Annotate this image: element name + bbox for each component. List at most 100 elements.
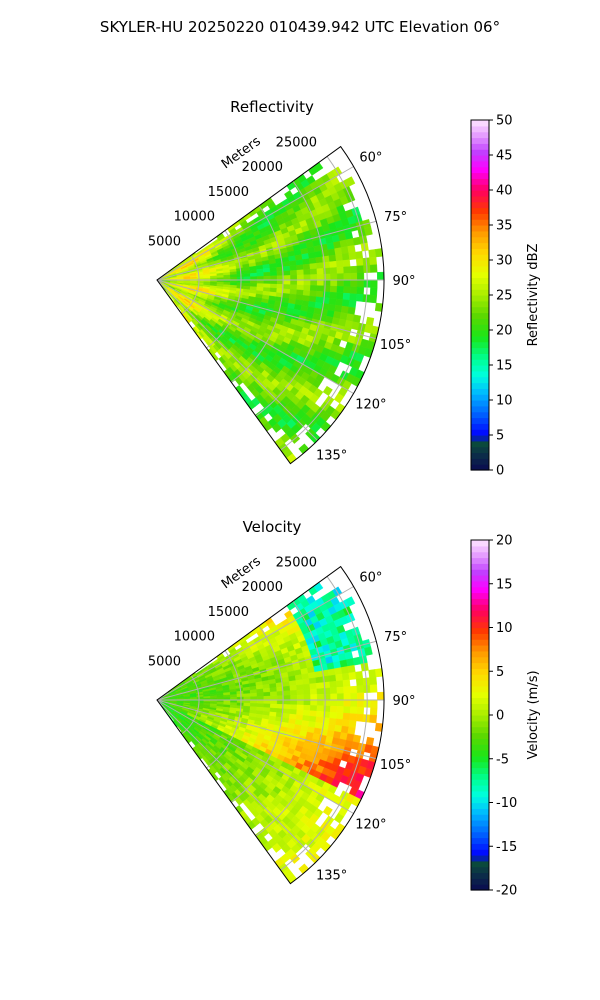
- colorbar-segment: [471, 814, 489, 821]
- range-ring: [255, 180, 326, 417]
- colorbar-segment: [471, 458, 489, 465]
- colorbar-tick-label: 0: [496, 709, 504, 724]
- radar-gate: [289, 284, 298, 290]
- radar-gate: [310, 694, 318, 701]
- colorbar-segment: [471, 872, 489, 879]
- colorbar-segment: [471, 650, 489, 658]
- colorbar-segment: [471, 131, 489, 139]
- radar-gate: [368, 669, 377, 678]
- radar-gate: [303, 269, 311, 276]
- radar-gate: [369, 256, 378, 266]
- radar-gate: [369, 684, 378, 693]
- radar-gate: [342, 679, 351, 688]
- radar-gate: [347, 306, 356, 316]
- radar-gate: [329, 687, 338, 695]
- colorbar-segment: [471, 195, 489, 203]
- radar-gate: [296, 709, 304, 716]
- radar-gate: [256, 276, 265, 281]
- radar-gate: [282, 261, 291, 267]
- range-ring: [280, 156, 368, 451]
- radar-gate: [282, 685, 291, 692]
- azimuth-tick-label: 90°: [392, 274, 415, 289]
- radar-gate: [256, 692, 264, 697]
- colorbar-segment: [471, 627, 489, 634]
- colorbar-segment: [471, 586, 489, 594]
- radar-gate: [349, 706, 358, 715]
- colorbar-segment: [471, 849, 489, 856]
- colorbar-segment: [471, 575, 489, 582]
- radar-gate: [356, 286, 365, 295]
- azimuth-gridline: [156, 640, 377, 701]
- range-tick-label: 5000: [148, 234, 181, 249]
- colorbar-segment: [471, 878, 489, 885]
- radar-gate: [263, 695, 271, 701]
- radar-gate: [315, 676, 324, 684]
- azimuth-tick-label: 75°: [384, 630, 407, 645]
- radar-gate: [330, 273, 338, 281]
- velocity-colorbar: -20 -15 -10 -5 0 5 10 15 20 Velocity (m/s): [470, 534, 541, 899]
- radar-gate: [256, 696, 265, 701]
- radar-gate: [303, 689, 311, 696]
- radar-gate: [350, 279, 358, 288]
- radar-gate: [309, 263, 318, 270]
- radar-gate: [335, 253, 344, 262]
- radar-gate: [341, 252, 350, 261]
- velocity-grid: [156, 565, 385, 885]
- radar-gate: [370, 279, 378, 288]
- radar-gate: [343, 699, 351, 707]
- radar-gate: [334, 247, 343, 256]
- radar-gate: [328, 717, 337, 726]
- colorbar-segment: [471, 662, 489, 669]
- colorbar-segment: [471, 213, 489, 220]
- radar-gate: [364, 646, 373, 656]
- radar-gate: [310, 279, 318, 286]
- azimuth-tick-label: 90°: [392, 694, 415, 709]
- radar-gate: [243, 693, 251, 698]
- radar-gate: [283, 695, 291, 701]
- radar-gate: [296, 684, 304, 691]
- colorbar-segment: [471, 160, 489, 168]
- colorbar-tick-label: 25: [496, 289, 513, 304]
- radar-gate: [347, 664, 356, 674]
- radar-gate: [340, 246, 349, 255]
- radar-gate: [356, 685, 365, 694]
- azimuth-tick-label: 75°: [384, 210, 407, 225]
- radar-gate: [349, 713, 358, 722]
- azimuth-tick-label: 120°: [355, 818, 386, 833]
- radar-gate: [250, 692, 258, 697]
- colorbar-segment: [471, 236, 489, 244]
- colorbar-segment: [471, 580, 489, 588]
- radar-gate: [341, 299, 350, 308]
- radar-gate: [330, 279, 338, 287]
- colorbar-segment: [471, 557, 489, 564]
- radar-gate: [309, 268, 318, 275]
- radar-gate: [343, 686, 351, 694]
- radar-gate: [303, 284, 311, 291]
- radar-gate: [355, 678, 364, 687]
- range-tick-label: 25000: [276, 135, 317, 150]
- radar-gate: [345, 176, 356, 187]
- colorbar-tick-label: 10: [496, 621, 513, 636]
- radar-gate: [348, 671, 357, 680]
- radar-gate: [308, 257, 317, 265]
- colorbar-segment: [471, 592, 489, 599]
- radar-gate: [368, 249, 377, 258]
- radar-gate: [316, 693, 325, 701]
- radar-gate: [349, 265, 358, 274]
- radar-gate: [236, 693, 244, 698]
- radar-gate: [250, 276, 258, 281]
- colorbar-segment: [471, 563, 489, 570]
- radar-gate: [329, 260, 338, 269]
- radar-gate: [355, 258, 364, 267]
- radar-gate: [369, 714, 378, 724]
- radar-gate: [270, 691, 278, 697]
- radar-gate: [263, 271, 271, 277]
- colorbar-segment: [471, 668, 489, 675]
- radar-gate: [302, 258, 310, 265]
- colorbar-tick-label: 50: [496, 114, 513, 129]
- colorbar-segment: [471, 178, 489, 185]
- radar-gate: [336, 273, 345, 281]
- colorbar-segment: [471, 610, 489, 617]
- radar-gate: [336, 686, 345, 694]
- colorbar-segment: [471, 569, 489, 576]
